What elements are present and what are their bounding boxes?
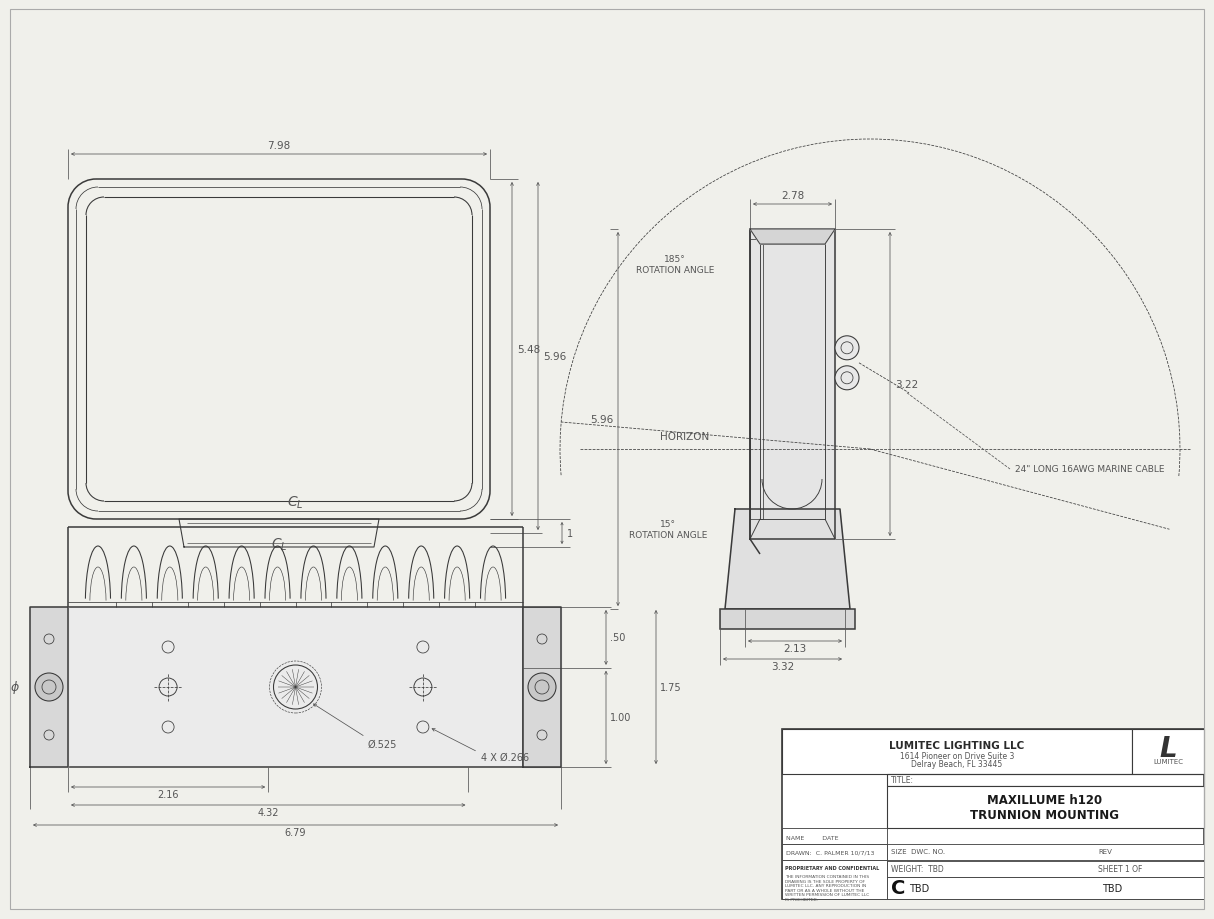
Text: SHEET 1 OF: SHEET 1 OF [1097, 865, 1142, 874]
Text: NAME         DATE: NAME DATE [785, 835, 839, 841]
Polygon shape [178, 519, 379, 548]
Text: 15°
ROTATION ANGLE: 15° ROTATION ANGLE [629, 520, 708, 539]
Text: 2.13: 2.13 [783, 643, 806, 653]
Text: $\phi$: $\phi$ [10, 679, 19, 696]
Text: 6.79: 6.79 [285, 827, 306, 837]
Text: MAXILLUME h120
TRUNNION MOUNTING: MAXILLUME h120 TRUNNION MOUNTING [970, 793, 1119, 821]
Text: LUMITEC: LUMITEC [1153, 758, 1182, 765]
Circle shape [528, 674, 556, 701]
Text: .50: .50 [609, 632, 625, 642]
Bar [68, 607, 523, 767]
Text: 185°
ROTATION ANGLE: 185° ROTATION ANGLE [636, 255, 714, 275]
Polygon shape [523, 607, 561, 767]
Text: PROPRIETARY AND CONFIDENTIAL: PROPRIETARY AND CONFIDENTIAL [785, 865, 879, 870]
Text: HORIZON: HORIZON [660, 432, 710, 441]
Bar [782, 729, 1204, 899]
Text: 4.32: 4.32 [257, 807, 279, 817]
Text: WEIGHT:  TBD: WEIGHT: TBD [891, 865, 943, 874]
Text: THE INFORMATION CONTAINED IN THIS
DRAWING IS THE SOLE PROPERTY OF
LUMITEC LLC. A: THE INFORMATION CONTAINED IN THIS DRAWIN… [785, 874, 869, 901]
Text: 1614 Pioneer on Drive Suite 3: 1614 Pioneer on Drive Suite 3 [900, 752, 1014, 761]
Text: 4 X Ø.266: 4 X Ø.266 [481, 752, 529, 762]
Bar [782, 729, 1131, 774]
Bar [782, 828, 887, 844]
Text: $\mathit{C}_L$: $\mathit{C}_L$ [271, 536, 288, 552]
Text: DRAWN:  C. PALMER 10/7/13: DRAWN: C. PALMER 10/7/13 [785, 849, 874, 855]
Polygon shape [750, 230, 835, 539]
Text: 2.78: 2.78 [781, 191, 804, 200]
Bar [1131, 729, 1204, 774]
Text: REV: REV [1097, 848, 1112, 854]
Text: L: L [1159, 734, 1176, 762]
Text: C: C [891, 879, 906, 898]
Bar [887, 844, 1204, 860]
Text: 7.98: 7.98 [267, 141, 290, 151]
Text: 5.96: 5.96 [590, 414, 613, 425]
Text: 1.00: 1.00 [609, 712, 631, 722]
Text: TBD: TBD [909, 883, 929, 893]
Polygon shape [30, 607, 68, 767]
Bar [720, 609, 855, 630]
Text: Delray Beach, FL 33445: Delray Beach, FL 33445 [912, 760, 1003, 768]
Text: 5.48: 5.48 [517, 345, 540, 355]
Text: 3.32: 3.32 [771, 662, 794, 671]
Bar [782, 844, 887, 860]
Text: $\mathit{C}_L$: $\mathit{C}_L$ [287, 494, 304, 511]
Bar [887, 861, 1204, 877]
Text: 5.96: 5.96 [543, 352, 566, 361]
Text: TITLE:: TITLE: [891, 776, 914, 785]
Bar [887, 877, 1204, 899]
Text: 3.22: 3.22 [895, 380, 918, 390]
Circle shape [35, 674, 63, 701]
Text: LUMITEC LIGHTING LLC: LUMITEC LIGHTING LLC [890, 740, 1025, 750]
Text: 1: 1 [567, 528, 573, 539]
Bar [887, 786, 1204, 828]
Bar [782, 860, 887, 899]
Polygon shape [750, 230, 835, 244]
Text: 1.75: 1.75 [660, 682, 681, 692]
Polygon shape [725, 509, 850, 609]
Text: Ø.525: Ø.525 [368, 739, 397, 749]
Text: SIZE  DWC. NO.: SIZE DWC. NO. [891, 848, 946, 854]
Circle shape [835, 367, 860, 391]
Text: 24" LONG 16AWG MARINE CABLE: 24" LONG 16AWG MARINE CABLE [1015, 465, 1164, 474]
Text: 2.16: 2.16 [158, 789, 178, 800]
Bar [887, 774, 1204, 786]
Circle shape [835, 336, 860, 360]
Polygon shape [750, 240, 762, 519]
Text: TBD: TBD [1102, 883, 1122, 893]
